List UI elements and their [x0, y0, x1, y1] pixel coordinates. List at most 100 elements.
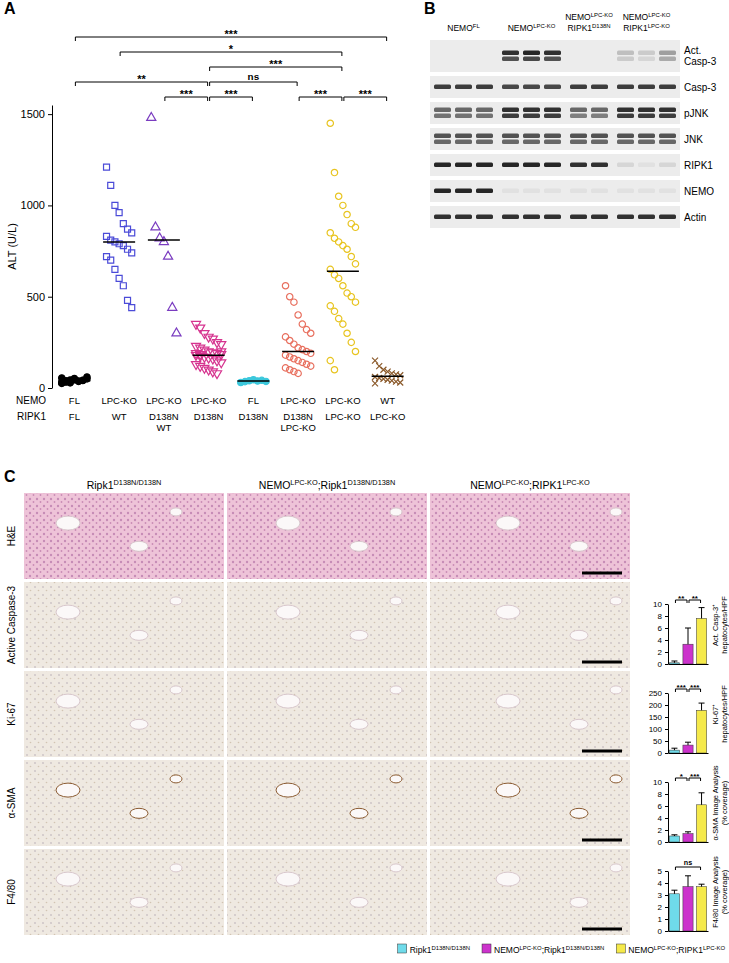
- tick-label: 10: [653, 600, 662, 609]
- tick-label: 0: [39, 382, 45, 394]
- tick: 0: [39, 382, 52, 394]
- data-point: [340, 321, 346, 327]
- tick-label: 0: [658, 838, 663, 847]
- text-part: ;Ripk1: [318, 479, 348, 491]
- significance-label: ***: [180, 88, 194, 100]
- text-part: LPC-KO: [562, 478, 590, 487]
- error-bar: [699, 608, 705, 619]
- legend-label: NEMOLPC-KO;Ripk1D138N/D138N: [494, 945, 604, 955]
- data-point: [303, 326, 309, 332]
- y-axis: 050010001500: [21, 106, 53, 395]
- text-part: NEMO: [628, 945, 654, 955]
- category-label: D138N: [283, 411, 313, 422]
- blot-band: [476, 51, 493, 56]
- histology-image: [430, 849, 630, 935]
- text-part: D138N: [592, 23, 610, 29]
- blot-band: [434, 189, 451, 194]
- data-point: [340, 283, 346, 289]
- text-part: LPC-KO: [703, 945, 725, 951]
- tick: 2: [658, 648, 668, 657]
- blot-band: [523, 140, 540, 145]
- blot-band: [455, 189, 472, 194]
- blot-band: [544, 114, 561, 119]
- blot-band: [570, 85, 587, 90]
- data-point: [112, 202, 118, 208]
- panel-c: Ripk1D138N/D138NNEMOLPC-KO;Ripk1D138N/D1…: [6, 478, 729, 936]
- blot-band: [476, 215, 493, 220]
- lane-group-label: RIPK1D138N: [567, 23, 610, 33]
- data-point: [352, 348, 358, 354]
- category-label: D138N: [149, 411, 179, 422]
- data-point: [125, 226, 131, 232]
- legend-entry: NEMOLPC-KO;Ripk1D138N/D138N: [482, 944, 604, 955]
- blot-strip: [430, 154, 680, 176]
- text-part: NEMO: [494, 945, 520, 955]
- blot-band: [617, 134, 634, 139]
- data-point: [125, 297, 131, 303]
- data-point: [212, 340, 221, 348]
- blot-band: [544, 85, 561, 90]
- data-point: [308, 330, 314, 336]
- panel-label: B: [424, 0, 436, 17]
- histology-image: [24, 671, 224, 757]
- data-point: [291, 341, 297, 347]
- blot-band: [476, 57, 493, 62]
- data-point: [348, 339, 354, 345]
- significance-label: **: [692, 594, 699, 603]
- bar: [669, 836, 679, 842]
- tick-mark: [665, 717, 668, 718]
- tick-mark: [665, 640, 668, 641]
- bar: [683, 834, 693, 842]
- x-axis: [669, 842, 709, 844]
- tick: 50: [653, 737, 668, 746]
- data-point: [348, 220, 354, 226]
- significance-label: **: [137, 73, 146, 85]
- data-point: [217, 360, 226, 368]
- blot-band: [523, 51, 540, 56]
- legend-swatch: [398, 944, 407, 953]
- data-point: [389, 378, 395, 384]
- text-part: ;Ripk1: [542, 945, 566, 955]
- text-part: LPC-KO: [533, 23, 555, 29]
- blot-row-label: JNK: [684, 134, 703, 145]
- y-axis: 012345: [658, 867, 669, 936]
- text-part: RIPK1: [623, 23, 648, 33]
- data-point: [125, 246, 131, 252]
- blot-band: [617, 163, 634, 168]
- blot-band: [434, 108, 451, 113]
- blot-band: [434, 140, 451, 145]
- tick: 500: [27, 291, 52, 303]
- text-part: D138N/D138N: [431, 945, 470, 951]
- blot-band: [502, 140, 519, 145]
- text-part: LPC-KO: [591, 12, 613, 18]
- data-point: [352, 299, 358, 305]
- tick-mark: [665, 818, 668, 819]
- blot-band: [455, 108, 472, 113]
- tick-mark: [665, 652, 668, 653]
- blot-strip: [430, 102, 680, 124]
- data-point: [208, 356, 217, 364]
- panel-label: A: [4, 0, 16, 17]
- axis-line: [668, 783, 669, 843]
- mean-line: [282, 351, 314, 353]
- y-axis-title: α-SMA Image Analysis: [711, 765, 720, 840]
- text-part: LPC-KO: [290, 478, 318, 487]
- data-point: [164, 251, 173, 259]
- mean-line: [58, 380, 90, 382]
- tick: 1: [658, 915, 668, 924]
- blot-band: [659, 134, 676, 139]
- tick-mark: [665, 604, 668, 605]
- tick-mark: [665, 830, 668, 831]
- blot-band: [455, 140, 472, 145]
- blot-band: [434, 215, 451, 220]
- significance-label: *: [229, 43, 234, 55]
- data-point: [112, 266, 118, 272]
- tick-label: 4: [658, 814, 663, 823]
- blot-band: [502, 85, 519, 90]
- legend-swatch: [482, 944, 491, 953]
- blot-band: [570, 134, 587, 139]
- legend-swatch: [616, 944, 625, 953]
- blot-band: [502, 114, 519, 119]
- data-point: [348, 253, 354, 259]
- data-point: [295, 312, 301, 318]
